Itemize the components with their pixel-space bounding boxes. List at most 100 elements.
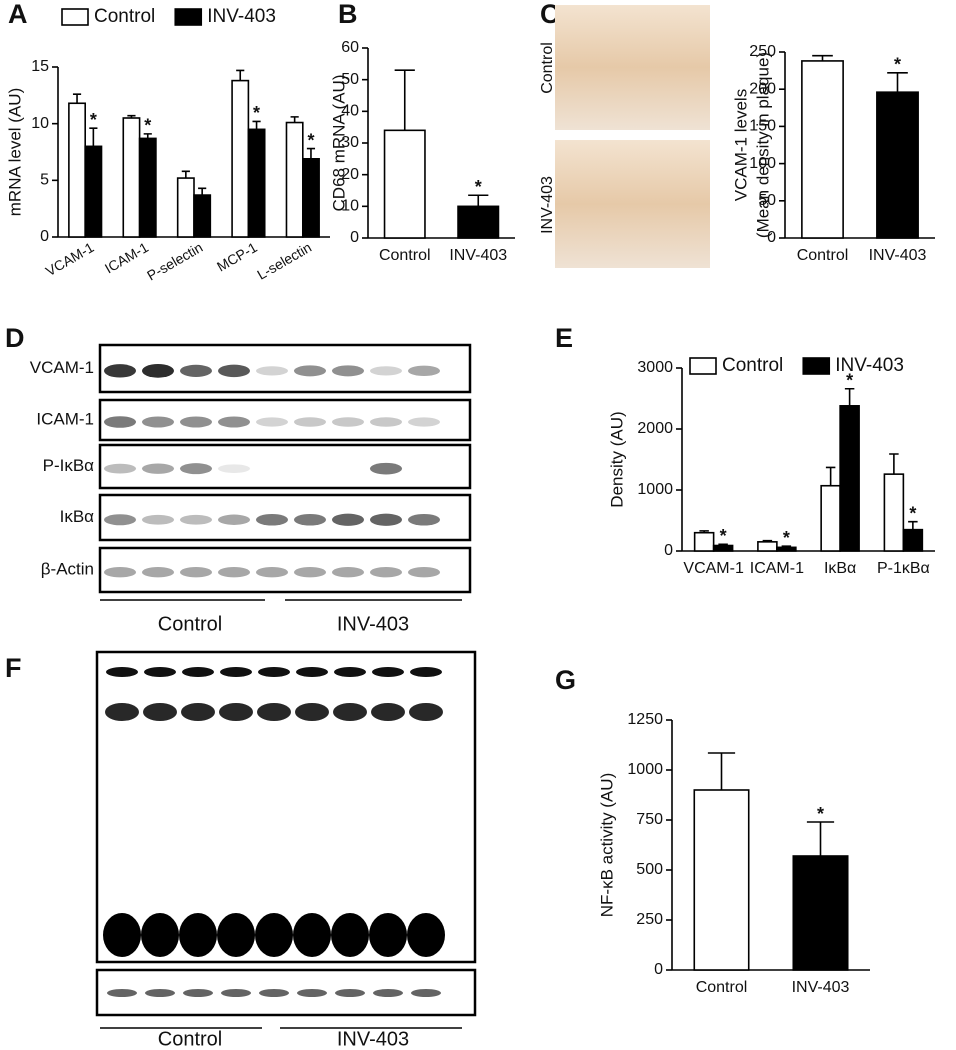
emsa-band	[107, 989, 137, 997]
significance-marker: *	[909, 503, 916, 523]
x-tick-label: IκBα	[824, 560, 856, 577]
bar	[792, 855, 849, 971]
bar	[231, 79, 250, 238]
error-bar	[468, 194, 489, 207]
significance-marker: *	[253, 103, 260, 123]
y-axis-label: mRNA level (AU)	[5, 88, 24, 216]
legend-swatch	[689, 357, 717, 375]
x-tick-label: INV-403	[792, 979, 850, 996]
bar	[693, 789, 750, 971]
x-tick-label: P-selectin	[144, 239, 205, 284]
bar	[301, 158, 320, 238]
emsa-band	[293, 913, 331, 957]
emsa-band	[257, 703, 291, 721]
legend-swatch	[802, 357, 831, 375]
bar	[883, 473, 905, 552]
blot-band	[104, 463, 136, 474]
blot-band	[218, 514, 250, 525]
blot-row-label: P-IκBα	[43, 456, 95, 475]
y-tick-label: 0	[767, 229, 776, 246]
blot-band	[408, 567, 440, 578]
x-tick-label: ICAM-1	[750, 560, 804, 577]
bar	[876, 91, 919, 239]
x-tick-label: INV-403	[449, 247, 507, 264]
emsa-band	[144, 667, 176, 677]
blot-band	[294, 417, 326, 427]
blot-row-label: ICAM-1	[36, 409, 94, 428]
blot-band	[370, 513, 402, 526]
emsa-band	[371, 703, 405, 721]
emsa-band	[183, 989, 213, 997]
error-bar	[236, 69, 245, 81]
bar	[801, 60, 844, 239]
blot-band	[218, 364, 250, 378]
y-axis-label: VCAM-1 levels	[731, 89, 750, 201]
panel-letter: B	[338, 0, 358, 29]
significance-marker: *	[817, 804, 824, 824]
emsa-band	[409, 703, 443, 721]
bar	[193, 194, 212, 238]
error-bar	[181, 170, 190, 179]
y-tick-label: 2000	[637, 420, 673, 437]
blot-band	[408, 417, 440, 427]
blot-band	[256, 567, 288, 578]
y-tick-label: 60	[341, 39, 359, 56]
blot-row-label: VCAM-1	[30, 358, 94, 377]
legend-label: Control	[94, 6, 155, 27]
significance-marker: *	[144, 116, 151, 136]
emsa-band	[103, 913, 141, 957]
panel-letter: C	[540, 0, 560, 29]
blot-d: VCAM-1 ICAM-1 P-IκBα IκBα β-Actin	[30, 343, 472, 594]
blot-band	[256, 366, 288, 376]
bar	[247, 128, 266, 238]
emsa-band	[106, 667, 138, 677]
emsa-band	[373, 989, 403, 997]
bar	[122, 117, 141, 238]
error-bar	[252, 120, 261, 130]
bar	[902, 528, 924, 552]
error-bar	[198, 187, 207, 196]
emsa-band	[217, 913, 255, 957]
blot-band	[370, 567, 402, 578]
x-tick-label: L-selectin	[254, 239, 314, 283]
blot-band	[332, 513, 364, 526]
blot-band	[218, 567, 250, 578]
emsa-band	[145, 989, 175, 997]
significance-marker: *	[846, 370, 853, 390]
y-axis-label: (Mean density in plaque)	[753, 52, 772, 238]
emsa-band	[297, 989, 327, 997]
emsa-band	[143, 703, 177, 721]
panel-letter: A	[8, 0, 28, 29]
error-bar	[781, 545, 792, 548]
blot-band	[180, 463, 212, 475]
error-bar	[394, 69, 415, 131]
emsa-band	[296, 667, 328, 677]
blot-band	[142, 567, 174, 578]
x-tick-label: VCAM-1	[683, 560, 744, 577]
error-bar	[844, 387, 855, 406]
histology-label: Control	[539, 42, 556, 94]
blot-band	[180, 567, 212, 578]
significance-marker: *	[783, 528, 790, 548]
blot-band	[294, 567, 326, 578]
y-tick-label: 5	[40, 172, 49, 189]
legend-label: Control	[722, 355, 783, 376]
blot-band	[142, 463, 174, 474]
y-tick-label: 0	[40, 228, 49, 245]
significance-marker: *	[307, 130, 314, 150]
y-tick-label: 0	[654, 961, 663, 978]
bar	[820, 484, 841, 552]
y-tick-label: 1250	[627, 711, 663, 728]
legend-label: INV-403	[207, 6, 276, 27]
error-bar	[89, 127, 98, 147]
emsa-band	[331, 913, 369, 957]
blot-band	[256, 417, 288, 427]
panel-letter: F	[5, 653, 22, 683]
significance-marker: *	[475, 177, 482, 197]
group-label: INV-403	[337, 1028, 409, 1050]
y-tick-label: 10	[31, 115, 49, 132]
emsa-band	[181, 703, 215, 721]
blot-band	[104, 416, 136, 428]
error-bar	[290, 116, 299, 123]
